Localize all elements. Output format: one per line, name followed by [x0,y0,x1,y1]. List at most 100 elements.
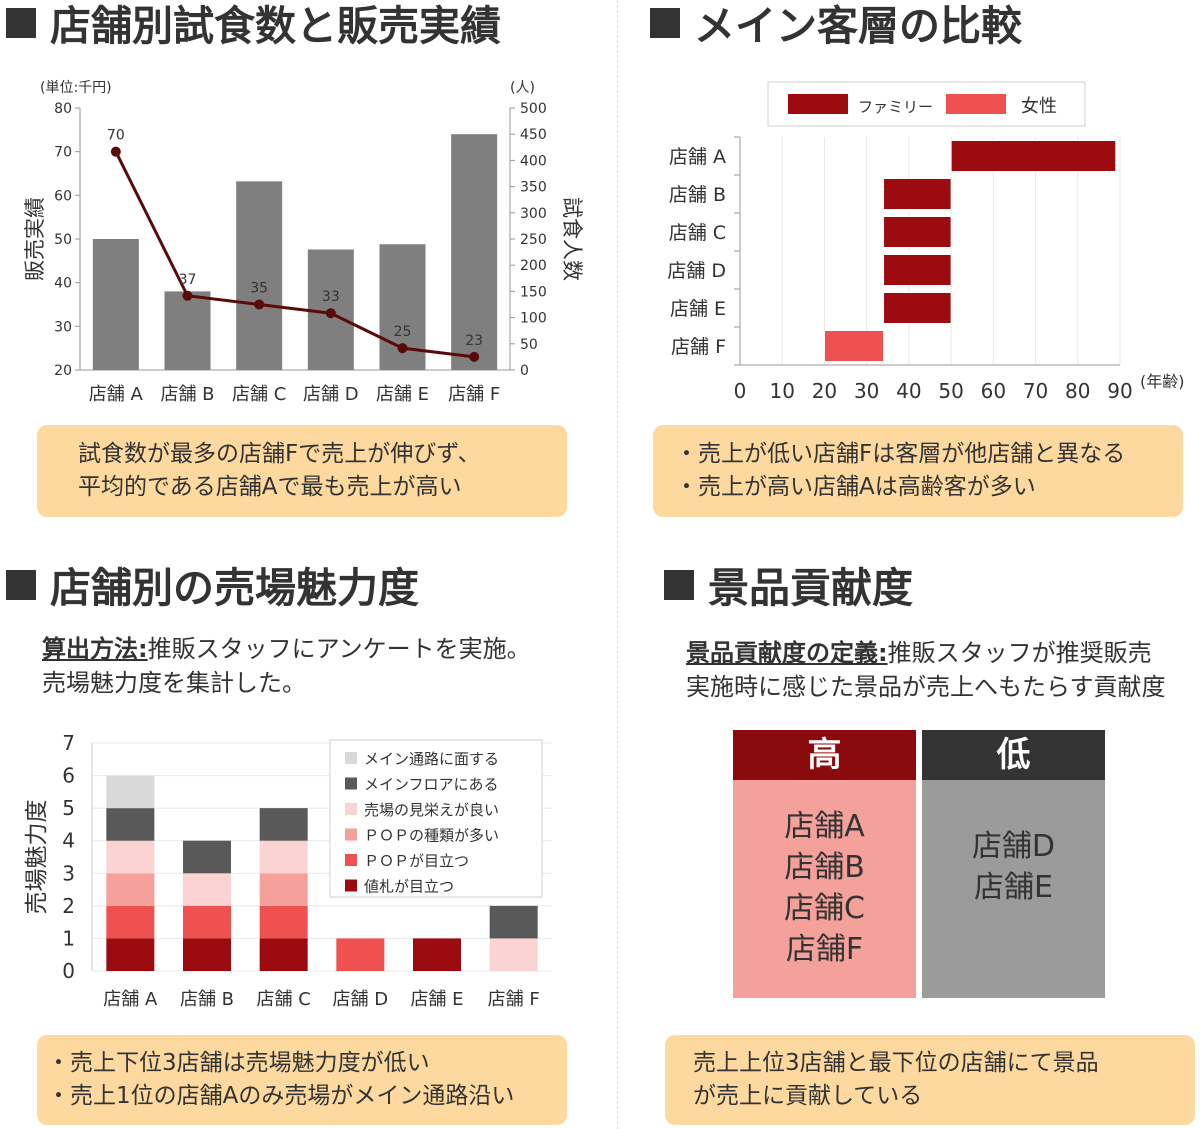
sales-point-4 [325,308,336,319]
q4-desc-text-1: 推販スタッフが推奨販売 [887,639,1152,667]
sales-data-label: 25 [394,324,412,340]
x-tick-label: 10 [769,379,794,403]
stack-segment [183,840,231,874]
stack-segment [183,873,231,906]
x-tick-label: 店舗 E [376,384,429,405]
x-axis-unit: (年齢) [1140,372,1185,391]
x-tick-label: 店舗 C [257,989,311,1010]
right-tick-label: 150 [520,284,547,300]
q3-desc-label: 算出方法: [42,635,148,663]
high-stores-cell: 店舗A 店舗B 店舗C 店舗F [733,780,916,998]
x-tick-label: 店舗 A [103,989,158,1010]
y-tick-label: 0 [62,959,75,983]
sampling-bar-3 [236,181,283,370]
customer-age-chart: 0 10 20 30 40 50 60 70 80 90 (年齢) 店舗 A 店舗 B 店舗 C 店舗 D 店… [667,81,1185,403]
x-tick-label: 90 [1107,379,1132,403]
legend-label: ＰＯＰの種類が多い [364,827,499,845]
q2-note-line-1: ・売上が低い店舗Fは客層が他店舗と異なる [675,441,1126,467]
y-tick-label: 5 [62,796,75,820]
left-axis-unit: (単位:千円) [40,80,112,96]
left-tick-label: 50 [54,232,72,248]
age-bar-6 [823,330,885,362]
stack-segment [106,808,155,841]
square-bullet-icon [650,8,680,38]
q3-note-line-2: ・売上1位の店舗Aのみ売場がメイン通路沿い [47,1083,515,1109]
q1-note: 試食数が最多の店舗Fで売上が伸びず、 平均的である店舗Aで最も売上が高い [37,425,567,517]
left-tick-label: 60 [54,188,72,204]
sampling-bar-2 [164,291,211,370]
y-axis-label: 売場魅力度 [24,800,50,915]
x-tick-label: 20 [812,379,837,403]
q3-title: 店舗別の売場魅力度 [6,568,419,609]
q4-note-line-1: 売上上位3店舗と最下位の店舗にて景品 [693,1050,1099,1076]
sales-data-label: 23 [465,333,483,349]
high-store-2: 店舗B [784,850,865,885]
q2-note: ・売上が低い店舗Fは客層が他店舗と異なる ・売上が高い店舗Aは高齢客が多い [653,425,1183,517]
q4-note: 売上上位3店舗と最下位の店舗にて景品 が売上に貢献している [665,1035,1195,1125]
sampling-bar-1 [92,239,139,370]
stack-segment [259,905,308,939]
y-tick-label: 3 [62,861,75,885]
legend-swatch [345,828,357,841]
x-tick-label: 店舗 F [488,989,540,1010]
high-header: 高 [733,730,916,780]
y-tick-label: 7 [62,731,75,755]
q3-note: ・売上下位3店舗は売場魅力度が低い ・売上1位の店舗Aのみ売場がメイン通路沿い [37,1035,567,1125]
stack-segment [106,938,155,971]
sales-line [114,150,475,359]
right-tick-label: 100 [520,311,547,327]
q1-title: 店舗別試食数と販売実績 [6,6,501,47]
sampling-bar-6 [451,134,498,370]
legend-box [329,739,543,898]
low-stores-cell: 店舗D 店舗E [922,780,1105,998]
high-store-1: 店舗A [784,809,865,844]
left-tick-label: 80 [54,101,72,117]
right-tick-label: 400 [520,153,547,169]
x-tick-label: 店舗 D [303,384,359,405]
stack-segment [259,873,308,906]
stack-segment [413,938,461,971]
legend-label: メインフロアにある [364,776,499,794]
stack-segment [259,808,308,841]
age-bar-5 [883,292,952,324]
legend-label: 値札が目立つ [364,878,454,896]
sampling-sales-chart: 20 30 40 50 60 70 80 0 50 100 150 200 250 300 350 400 45… [23,80,584,405]
y-tick-label: 4 [62,829,75,853]
stack-segment [259,840,308,874]
stack-segment [183,938,231,971]
y-tick-label: 店舗 B [669,184,726,206]
q3-description: 算出方法:推販スタッフにアンケートを実施。 売場魅力度を集計した。 [42,632,602,700]
x-tick-label: 店舗 B [180,989,234,1010]
age-bar-2 [883,178,952,210]
right-tick-label: 500 [520,101,547,117]
stack-segment [489,905,538,939]
x-tick-label: 80 [1065,379,1090,403]
left-tick-label: 20 [54,363,72,379]
y-tick-label: 1 [62,926,75,950]
y-tick-label: 店舗 D [667,260,726,282]
right-tick-label: 200 [520,258,547,274]
x-tick-label: 60 [981,379,1006,403]
x-tick-label: 店舗 D [333,989,389,1010]
low-store-2: 店舗E [974,870,1053,905]
age-bar-1 [950,140,1117,172]
sales-data-label: 33 [322,289,340,305]
q3-note-line-1: ・売上下位3店舗は売場魅力度が低い [47,1050,430,1076]
stack-segment [489,938,538,971]
q1-note-line-1: 試食数が最多の店舗Fで売上が伸びず、 [78,441,481,467]
legend-label: ＰＯＰが目立つ [364,852,469,870]
age-bar-3 [883,216,952,248]
legend-label: 売場の見栄えが良い [364,801,499,819]
y-tick-label: 6 [62,764,75,788]
sales-data-label: 35 [250,281,268,297]
legend-label: ファミリー [858,98,933,116]
left-tick-label: 30 [54,319,72,335]
legend-swatch [788,94,848,114]
legend-label: 女性 [1021,96,1057,117]
sales-data-label: 70 [107,128,125,144]
legend-swatch [345,777,357,790]
sales-point-1 [110,146,121,157]
legend-label: メイン通路に面する [364,750,499,768]
q2-title: メイン客層の比較 [650,6,1022,47]
stack-segment [106,873,155,906]
